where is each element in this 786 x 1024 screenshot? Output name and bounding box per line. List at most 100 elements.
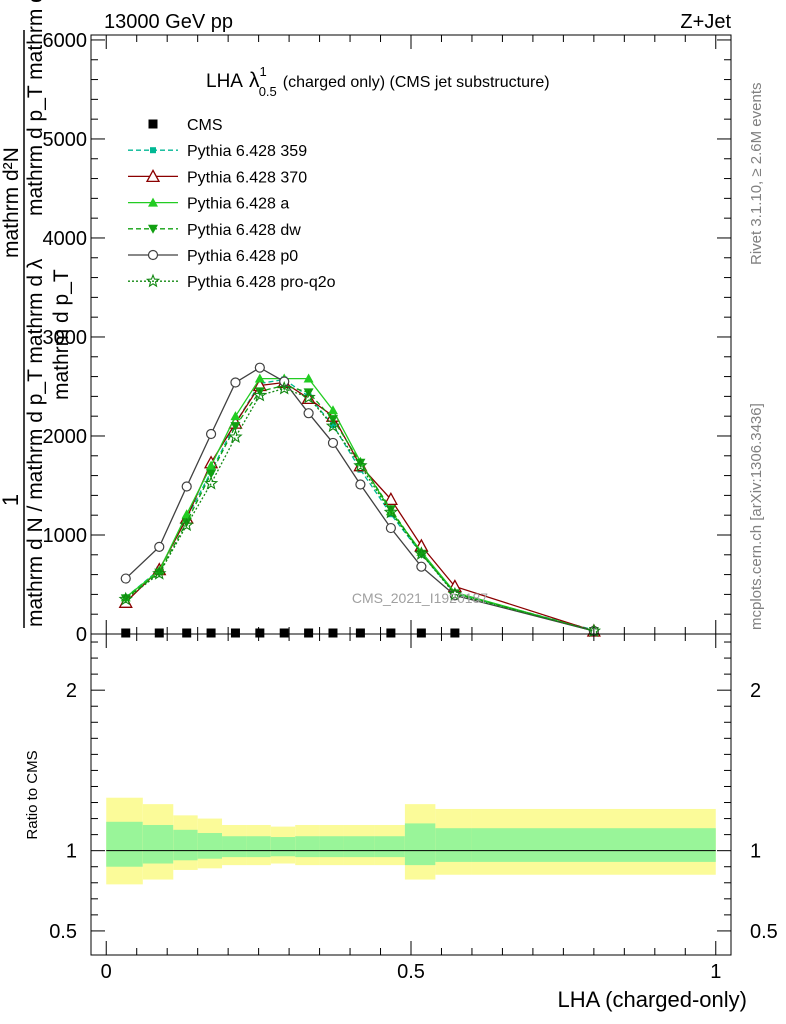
plot-title-name: LHA [206, 71, 243, 92]
ratio-inner-band [319, 836, 344, 858]
series-pythia-6-428-pro-q2o [118, 380, 602, 638]
y-label-one: 1 [0, 494, 23, 506]
data-point [148, 119, 158, 129]
data-point [355, 479, 366, 490]
data-point [203, 476, 219, 490]
data-point [154, 628, 164, 638]
data-point [304, 628, 314, 638]
data-point [327, 437, 339, 449]
data-point [179, 517, 194, 532]
ratio-inner-band [222, 836, 247, 858]
ratio-y-tick-label: 2 [66, 680, 77, 702]
legend-item: Pythia 6.428 359 [128, 143, 307, 160]
data-point [252, 387, 267, 402]
plot-title-symbol: λ [249, 69, 260, 92]
data-point [230, 377, 241, 388]
data-point [120, 573, 131, 584]
data-point [148, 224, 158, 234]
data-point [181, 481, 192, 492]
legend-label: CMS [187, 117, 223, 134]
ratio-frame [90, 633, 732, 956]
series-pythia-6-428-p0 [120, 362, 599, 637]
x-tick-label: 1 [710, 961, 721, 983]
legend-label: Pythia 6.428 p0 [187, 248, 298, 265]
data-point [383, 491, 398, 505]
mcplots-label: mcplots.cern.ch [arXiv:1306.3436] [748, 403, 765, 630]
ratio-y-label: Ratio to CMS [24, 750, 41, 839]
ratio-y-tick-label: 1 [66, 841, 77, 863]
series-line [125, 366, 595, 632]
legend-item: Pythia 6.428 dw [128, 222, 301, 239]
data-point [303, 373, 314, 383]
legend-item: CMS [148, 117, 223, 134]
data-point [385, 522, 396, 534]
ratio-y-tick-label-right: 1 [750, 841, 761, 863]
ratio-inner-band [197, 833, 223, 859]
data-point [145, 273, 161, 288]
rivet-label: Rivet 3.1.10, ≥ 2.6M events [748, 83, 765, 266]
data-point [148, 197, 158, 207]
main-axes: 0 1000 2000 3000 4000 5000 6000 [43, 30, 731, 646]
data-point [385, 505, 396, 515]
data-point [230, 628, 240, 638]
data-point [386, 628, 396, 638]
data-point [121, 628, 131, 638]
y-label-denominator: mathrm d N / mathrm d p_T mathrm d λ [24, 258, 47, 627]
x-axis-label: LHA (charged-only) [557, 987, 747, 1012]
data-point [152, 566, 167, 580]
data-point [355, 628, 365, 638]
data-point [450, 628, 460, 638]
plot-title-suffix: (charged only) (CMS jet substructure) [283, 74, 550, 91]
series-line [125, 381, 595, 632]
data-point [328, 628, 338, 638]
data-point [154, 568, 165, 578]
plot-title: LHA λ1 0.5 (charged only) (CMS jet substruc… [206, 64, 550, 99]
legend-label: Pythia 6.428 359 [187, 143, 307, 160]
legend-label: Pythia 6.428 370 [187, 169, 307, 186]
ratio-inner-band [173, 829, 198, 861]
data-point [230, 422, 241, 432]
legend-label: Pythia 6.428 a [187, 196, 289, 213]
series-line [125, 384, 595, 632]
series-line [125, 387, 595, 632]
data-point [150, 147, 156, 154]
ratio-axes: 0.5 0.5 1 1 2 2 0 0.5 1 [49, 634, 778, 983]
data-point [118, 591, 133, 606]
ratio-y-tick-label-right: 2 [750, 680, 761, 702]
data-point [255, 628, 265, 638]
data-point [230, 411, 241, 421]
data-point [353, 458, 368, 472]
ratio-inner-band [374, 836, 405, 858]
data-point [181, 518, 192, 528]
legend-item: Pythia 6.428 370 [128, 169, 307, 186]
series-cms [121, 628, 460, 638]
y-tick-label: 4000 [43, 228, 88, 250]
x-tick-label: 0 [101, 961, 112, 983]
data-point [383, 504, 399, 519]
ratio-inner-band [106, 821, 143, 867]
data-point [329, 422, 336, 429]
data-point [254, 387, 265, 397]
ratio-inner-band [471, 828, 716, 862]
data-point [182, 628, 192, 638]
header-process: Z+Jet [680, 11, 731, 33]
ratio-inner-band [435, 828, 472, 862]
data-point [355, 458, 366, 468]
y-label-frac-denominator: mathrm d p_T mathrm d lambda [24, 0, 47, 216]
data-point [254, 362, 265, 373]
ratio-inner-band [295, 836, 320, 858]
legend-label: Pythia 6.428 pro-q2o [187, 274, 336, 291]
ratio-y-tick-label: 0.5 [49, 921, 77, 943]
ratio-bands [106, 797, 716, 885]
data-point [301, 389, 316, 404]
main-series-group [118, 362, 602, 638]
legend: CMS Pythia 6.428 359 Pythia 6.428 370 Pythi… [128, 117, 336, 291]
y-tick-label: 6000 [43, 30, 88, 52]
ratio-inner-band [270, 837, 296, 857]
legend-item: Pythia 6.428 pro-q2o [128, 273, 336, 291]
data-point [279, 628, 289, 638]
ratio-inner-band [404, 823, 436, 866]
data-point [254, 373, 265, 383]
x-tick-label: 0.5 [397, 961, 425, 983]
